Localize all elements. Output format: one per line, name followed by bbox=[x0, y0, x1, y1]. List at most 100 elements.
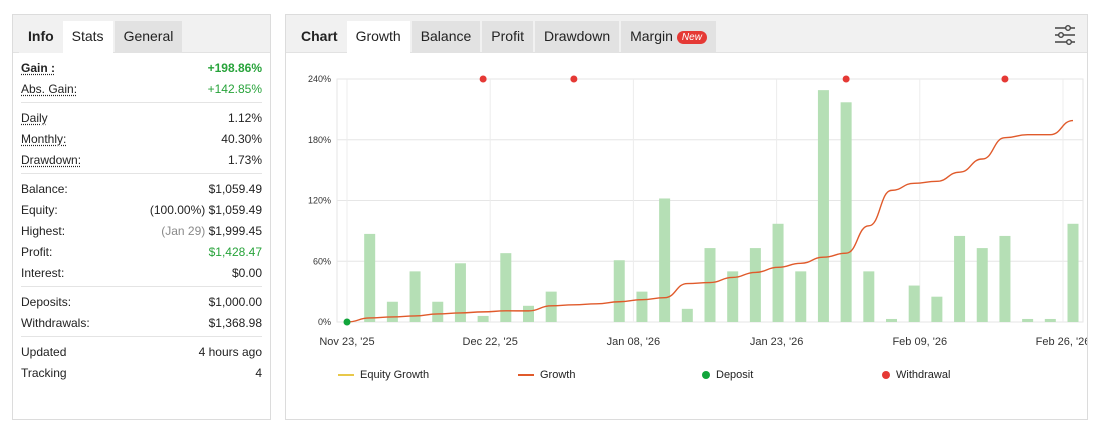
legend-equity-label: Equity Growth bbox=[360, 369, 430, 381]
growth-bar bbox=[908, 285, 920, 322]
x-tick-label: Feb 09, '26 bbox=[892, 336, 947, 348]
balance-label: Balance: bbox=[21, 181, 68, 196]
chart-panel: Chart Growth Balance Profit Drawdown Mar… bbox=[285, 14, 1088, 420]
withdrawals-label: Withdrawals: bbox=[21, 315, 90, 330]
profit-label: Profit: bbox=[21, 244, 53, 259]
legend-withdrawal[interactable]: Withdrawal bbox=[882, 369, 950, 381]
growth-bar bbox=[749, 248, 761, 322]
updated-row: Updated 4 hours ago bbox=[21, 341, 262, 362]
legend-deposit[interactable]: Deposit bbox=[702, 369, 753, 381]
growth-bar bbox=[636, 291, 648, 322]
deposits-row: Deposits: $1,000.00 bbox=[21, 291, 262, 312]
legend-growth-swatch bbox=[518, 374, 534, 376]
monthly-label[interactable]: Monthly: bbox=[21, 131, 67, 146]
tab-balance[interactable]: Balance bbox=[411, 21, 481, 53]
x-tick-label: Jan 23, '26 bbox=[750, 336, 803, 348]
tab-margin[interactable]: Margin New bbox=[621, 21, 716, 53]
growth-bar bbox=[795, 271, 807, 322]
daily-row: Daily 1.12% bbox=[21, 107, 262, 128]
rate-group: Daily 1.12% Monthly: 40.30% Drawdown: 1.… bbox=[21, 103, 262, 174]
growth-bar bbox=[863, 271, 875, 322]
growth-bar bbox=[840, 102, 852, 322]
growth-bar bbox=[545, 291, 557, 322]
growth-bar bbox=[817, 90, 829, 322]
equity-row: Equity: (100.00%) $1,059.49 bbox=[21, 199, 262, 220]
y-tick-label: 180% bbox=[308, 135, 331, 145]
growth-bar bbox=[1022, 318, 1034, 322]
interest-label: Interest: bbox=[21, 265, 65, 280]
withdrawal-marker bbox=[570, 75, 578, 83]
growth-bar bbox=[1044, 318, 1056, 322]
deposits-value: $1,000.00 bbox=[208, 294, 262, 309]
drawdown-label[interactable]: Drawdown: bbox=[21, 152, 82, 167]
interest-row: Interest: $0.00 bbox=[21, 262, 262, 283]
growth-bar bbox=[613, 260, 625, 322]
tracking-row: Tracking 4 bbox=[21, 362, 262, 383]
balance-row: Balance: $1,059.49 bbox=[21, 178, 262, 199]
withdrawal-marker bbox=[479, 75, 487, 83]
drawdown-value: 1.73% bbox=[227, 152, 262, 167]
growth-bar bbox=[523, 305, 534, 322]
growth-bar bbox=[954, 235, 966, 322]
drawdown-row: Drawdown: 1.73% bbox=[21, 149, 262, 170]
growth-bar bbox=[886, 318, 897, 322]
legend-growth[interactable]: Growth bbox=[518, 369, 575, 381]
tracking-value: 4 bbox=[255, 365, 262, 380]
growth-bar bbox=[999, 235, 1011, 322]
growth-bar bbox=[477, 315, 489, 322]
growth-bar bbox=[500, 253, 512, 322]
equity-percent: (100.00%) bbox=[149, 202, 206, 217]
stats-rows: Gain : +198.86% Abs. Gain: +142.85% Dail… bbox=[13, 53, 270, 386]
tab-chart[interactable]: Chart bbox=[301, 28, 338, 44]
legend-withdrawal-swatch bbox=[882, 371, 890, 379]
monthly-row: Monthly: 40.30% bbox=[21, 128, 262, 149]
legend-withdrawal-label: Withdrawal bbox=[896, 369, 951, 381]
tab-stats[interactable]: Stats bbox=[62, 21, 113, 53]
profit-row: Profit: $1,428.47 bbox=[21, 241, 262, 262]
growth-chart: 0% 60% 120% 180% 240% Nov 23, '25 Dec 22, '25 J… bbox=[308, 74, 1087, 348]
tab-margin-label: Margin bbox=[630, 28, 673, 44]
account-group: Balance: $1,059.49 Equity: (100.00%) $1,… bbox=[21, 174, 262, 287]
tab-info[interactable]: Info bbox=[19, 21, 63, 53]
equity-value: $1,059.49 bbox=[208, 202, 262, 217]
monthly-value: 40.30% bbox=[221, 131, 262, 146]
profit-value: $1,428.47 bbox=[208, 244, 262, 259]
withdrawal-marker bbox=[1001, 75, 1009, 83]
highest-label: Highest: bbox=[21, 223, 66, 238]
gain-label[interactable]: Gain : bbox=[21, 60, 56, 75]
sliders-icon[interactable] bbox=[1053, 23, 1077, 47]
growth-bar bbox=[386, 301, 398, 322]
deposit-marker bbox=[343, 318, 351, 326]
highest-value-wrap: (Jan 29) $1,999.45 bbox=[161, 224, 262, 238]
tab-drawdown[interactable]: Drawdown bbox=[534, 21, 620, 53]
x-tick-label: Dec 22, '25 bbox=[463, 336, 518, 348]
tab-general[interactable]: General bbox=[114, 21, 183, 53]
tab-profit[interactable]: Profit bbox=[482, 21, 533, 53]
growth-bar bbox=[704, 248, 716, 322]
growth-bar bbox=[727, 271, 739, 322]
abs-gain-label[interactable]: Abs. Gain: bbox=[21, 81, 78, 96]
growth-bar bbox=[931, 296, 943, 322]
stats-tabbar: Info Stats General bbox=[13, 15, 270, 53]
chart-legend: Equity Growth Growth Deposit Withdrawal bbox=[286, 369, 1086, 389]
highest-date: (Jan 29) bbox=[161, 223, 206, 238]
growth-bar bbox=[432, 301, 444, 322]
growth-bar bbox=[409, 271, 421, 322]
equity-value-wrap: (100.00%) $1,059.49 bbox=[150, 203, 262, 217]
tab-growth[interactable]: Growth bbox=[346, 21, 410, 53]
growth-line bbox=[346, 119, 1074, 323]
gain-value: +198.86% bbox=[207, 60, 262, 75]
growth-bar bbox=[1067, 223, 1079, 322]
withdrawal-marker bbox=[842, 75, 850, 83]
daily-label[interactable]: Daily bbox=[21, 110, 48, 125]
abs-gain-row: Abs. Gain: +142.85% bbox=[21, 78, 262, 99]
chart-tabbar: Chart Growth Balance Profit Drawdown Mar… bbox=[286, 15, 1087, 53]
x-tick-label: Jan 08, '26 bbox=[607, 336, 660, 348]
highest-value: $1,999.45 bbox=[208, 223, 262, 238]
interest-value: $0.00 bbox=[231, 265, 262, 280]
y-tick-label: 60% bbox=[313, 256, 331, 266]
growth-bar bbox=[659, 198, 671, 322]
legend-equity-swatch bbox=[338, 374, 354, 376]
deposits-label: Deposits: bbox=[21, 294, 72, 309]
legend-equity-growth[interactable]: Equity Growth bbox=[338, 369, 429, 381]
